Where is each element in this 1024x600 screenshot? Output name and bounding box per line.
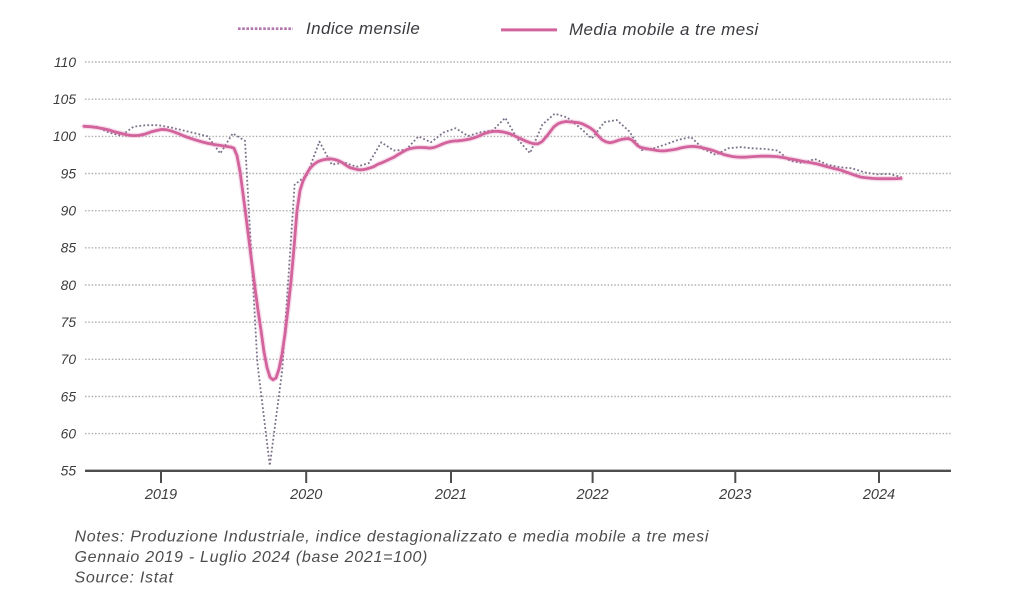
svg-text:2020: 2020: [289, 487, 322, 503]
svg-text:Source: Istat: Source: Istat: [75, 569, 174, 586]
svg-text:105: 105: [53, 92, 76, 107]
svg-text:2022: 2022: [575, 487, 608, 503]
svg-text:Notes: Produzione Industriale,: Notes: Produzione Industriale, indice de…: [75, 529, 710, 546]
svg-text:2019: 2019: [144, 487, 177, 503]
svg-text:2023: 2023: [718, 487, 751, 503]
svg-text:90: 90: [61, 204, 77, 219]
svg-text:Indice mensile: Indice mensile: [306, 19, 420, 38]
svg-text:95: 95: [61, 166, 77, 181]
svg-text:2021: 2021: [434, 487, 467, 503]
svg-text:65: 65: [61, 389, 77, 404]
svg-text:110: 110: [54, 55, 76, 70]
svg-text:60: 60: [61, 426, 77, 441]
svg-text:80: 80: [61, 278, 77, 293]
svg-text:70: 70: [61, 352, 77, 367]
svg-text:100: 100: [53, 129, 76, 144]
svg-text:55: 55: [61, 464, 77, 479]
svg-text:85: 85: [61, 241, 77, 256]
svg-text:Gennaio 2019 - Luglio 2024 (ba: Gennaio 2019 - Luglio 2024 (base 2021=10…: [75, 549, 429, 566]
svg-text:2024: 2024: [862, 487, 895, 503]
svg-text:75: 75: [61, 315, 77, 330]
svg-text:Media mobile a tre mesi: Media mobile a tre mesi: [569, 20, 759, 39]
